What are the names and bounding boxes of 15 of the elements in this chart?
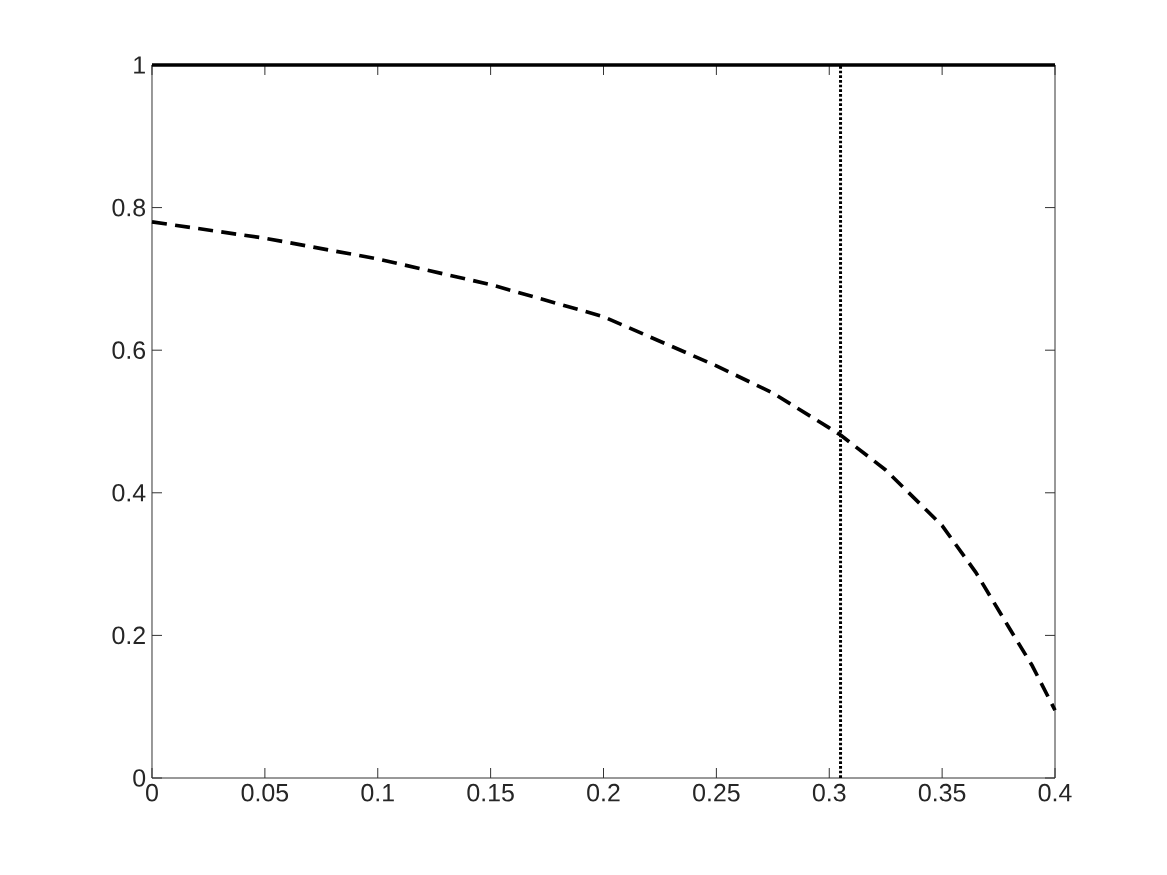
x-tick-label: 0.15 (467, 783, 514, 802)
x-tick-label: 0.4 (1038, 783, 1072, 802)
x-tick-label: 0.2 (587, 783, 620, 802)
x-tick-label: 0.1 (361, 783, 394, 802)
y-tick-label: 1 (134, 56, 145, 74)
x-tick-label: 0 (146, 783, 158, 802)
y-tick-label: 0.8 (112, 198, 146, 217)
x-tick-label: 0.05 (241, 783, 289, 802)
x-tick-label: 0.25 (693, 783, 740, 802)
x-tick-label: 0.35 (918, 783, 966, 802)
y-tick-label: 0.6 (112, 341, 146, 359)
y-tick-label: 0 (133, 769, 146, 787)
y-tick-label: 0.4 (112, 483, 146, 502)
x-tick-label: 0.3 (812, 783, 846, 802)
y-tick-label: 0.2 (112, 626, 145, 645)
